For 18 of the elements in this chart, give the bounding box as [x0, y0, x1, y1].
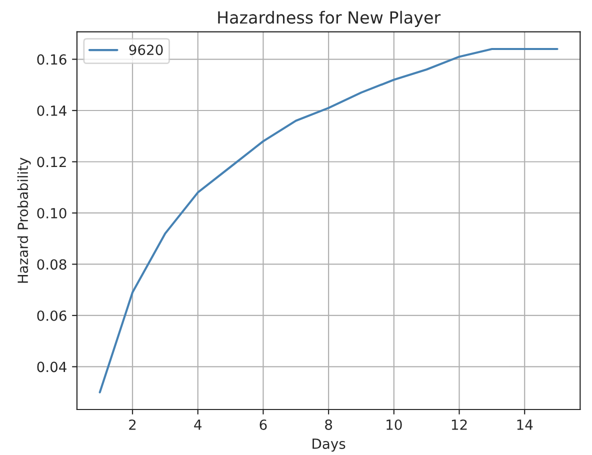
y-tick-label: 0.12 — [37, 156, 66, 168]
y-tick-label: 0.04 — [37, 362, 66, 372]
x-tick-label: 8 — [325, 419, 332, 430]
y-tick-label: 0.06 — [37, 310, 66, 321]
legend-label: 9620 — [129, 44, 163, 56]
x-tick-label: 14 — [517, 420, 533, 430]
x-tick-label: 2 — [129, 419, 136, 430]
y-tick-label: 0.16 — [37, 54, 66, 65]
y-tick-label: 0.08 — [37, 259, 66, 270]
y-axis-title: Hazard Probability — [17, 158, 31, 283]
chart-title: Hazardness for New Player — [218, 10, 441, 27]
x-tick-label: 6 — [260, 419, 267, 430]
x-tick-label: 10 — [386, 419, 402, 430]
y-tick-label: 0.10 — [37, 208, 66, 218]
x-axis-title: Days — [312, 438, 346, 452]
y-tick-label: 0.14 — [37, 105, 66, 116]
x-tick-label: 4 — [194, 420, 202, 430]
x-tick-label: 12 — [452, 419, 467, 430]
